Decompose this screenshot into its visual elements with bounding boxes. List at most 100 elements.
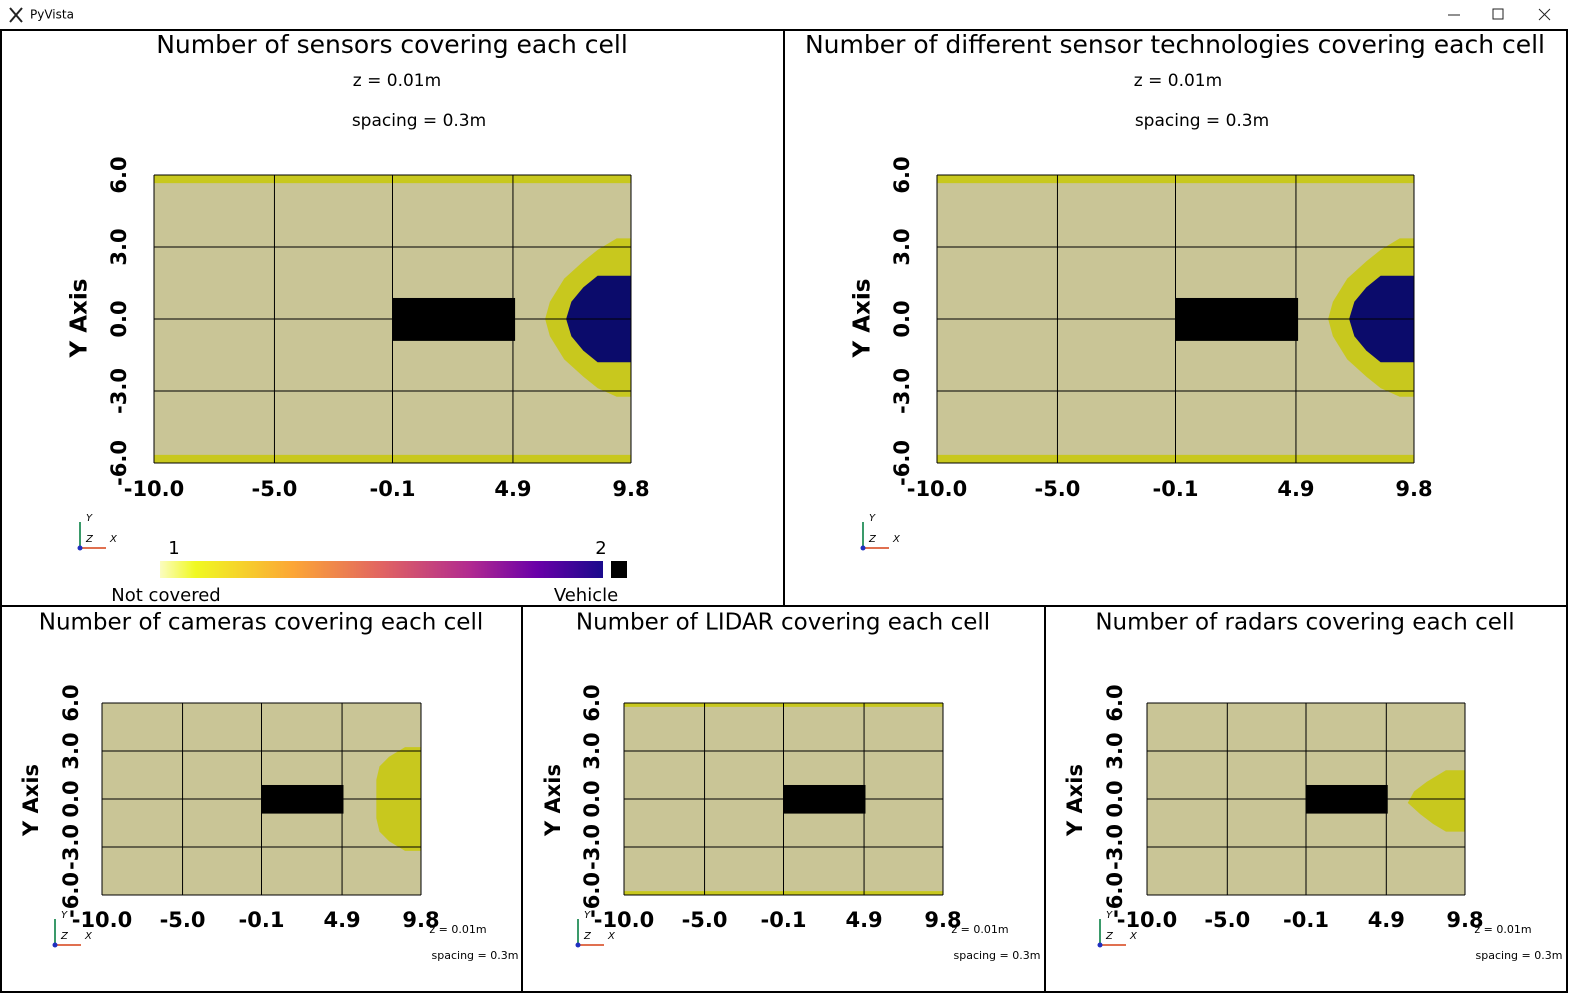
y-tick-label: 6.0 — [890, 156, 914, 193]
y-tick-label: 3.0 — [59, 732, 83, 769]
y-tick-label: 6.0 — [59, 684, 83, 721]
subplot-title: Number of LIDAR covering each cell — [576, 610, 990, 636]
annotation: z = 0.01m — [1134, 71, 1222, 91]
y-tick-label: 6.0 — [1103, 684, 1127, 721]
y-tick-label: 0.0 — [1103, 780, 1127, 817]
y-tick-label: -6.0 — [1103, 872, 1127, 918]
x-tick-label: 9.8 — [612, 477, 649, 501]
y-tick-label: 3.0 — [890, 228, 914, 265]
panel-borders — [0, 29, 1568, 993]
y-tick-label: 3.0 — [1103, 732, 1127, 769]
annotation: z = 0.01m — [353, 71, 441, 91]
annotation: z = 0.01m — [951, 923, 1008, 936]
maximize-button[interactable] — [1492, 8, 1504, 20]
y-tick-label: -6.0 — [580, 872, 604, 918]
x-tick-label: -0.1 — [1283, 908, 1329, 932]
y-tick-label: 6.0 — [107, 156, 131, 193]
orientation-z — [77, 545, 83, 551]
colorbar-tick-label: 1 — [168, 538, 179, 559]
annotation: z = 0.01m — [1474, 923, 1531, 936]
subplot-title: Number of different sensor technologies … — [805, 30, 1545, 59]
x-tick-label: 9.8 — [402, 908, 439, 932]
subplot-title: Number of radars covering each cell — [1095, 610, 1514, 636]
y-tick-label: -3.0 — [1103, 824, 1127, 870]
y-tick-label: 0.0 — [580, 780, 604, 817]
subplot: Number of radars covering each cell z = 0… — [1063, 610, 1562, 963]
x-tick-label: -10.0 — [72, 908, 133, 932]
x-tick-label: -0.1 — [761, 908, 807, 932]
x-tick-label: -5.0 — [160, 908, 206, 932]
y-axis-label: Y Axis — [19, 764, 43, 837]
y-tick-label: 0.0 — [59, 780, 83, 817]
legend-swatch — [611, 561, 627, 578]
orientation-z — [1097, 942, 1103, 948]
y-tick-label: -3.0 — [890, 368, 914, 414]
x-tick-label: -0.1 — [370, 477, 416, 501]
y-tick-label: 0.0 — [890, 300, 914, 337]
orientation-z — [575, 942, 581, 948]
subplot-title: Number of cameras covering each cell — [39, 610, 484, 636]
x-tick-label: -5.0 — [1204, 908, 1250, 932]
orientation-label: Y — [1106, 910, 1113, 921]
orientation-label: Z — [868, 534, 877, 545]
y-tick-label: 3.0 — [107, 228, 131, 265]
x-tick-label: -10.0 — [594, 908, 655, 932]
y-axis-label: Y Axis — [67, 279, 93, 359]
coverage-region — [1407, 770, 1465, 832]
orientation-z — [52, 942, 58, 948]
colorbar-label: Not covered — [111, 585, 220, 606]
x-tick-label: -5.0 — [1034, 477, 1080, 501]
subplot: Number of sensors covering each cell z = … — [67, 30, 650, 606]
y-tick-label: -6.0 — [890, 440, 914, 486]
x-tick-label: 9.8 — [924, 908, 961, 932]
y-axis-label: Y Axis — [850, 279, 876, 359]
x-tick-label: -0.1 — [1153, 477, 1199, 501]
orientation-label: X — [607, 931, 616, 942]
x-tick-label: 9.8 — [1446, 908, 1483, 932]
x-tick-label: -5.0 — [682, 908, 728, 932]
annotation: spacing = 0.3m — [432, 949, 519, 962]
title-bar-background — [0, 0, 1583, 30]
subplot: Number of LIDAR covering each cell z = 0.… — [541, 610, 1040, 963]
subplot-title: Number of sensors covering each cell — [156, 30, 628, 59]
x-tick-label: 4.9 — [1368, 908, 1405, 932]
orientation-label: Z — [85, 534, 94, 545]
orientation-label: X — [109, 534, 118, 545]
y-tick-label: -6.0 — [59, 872, 83, 918]
y-tick-label: -6.0 — [107, 440, 131, 486]
x-tick-label: -10.0 — [907, 477, 968, 501]
y-tick-label: -3.0 — [59, 824, 83, 870]
orientation-label: X — [892, 534, 901, 545]
y-tick-label: -3.0 — [580, 824, 604, 870]
y-tick-label: -3.0 — [107, 368, 131, 414]
orientation-label: Y — [61, 910, 68, 921]
annotation: z = 0.01m — [429, 923, 486, 936]
y-tick-label: 6.0 — [580, 684, 604, 721]
orientation-label: Z — [60, 931, 69, 942]
orientation-label: Y — [584, 910, 591, 921]
y-axis-label: Y Axis — [1063, 764, 1087, 837]
title-bar: PyVista — [0, 0, 1583, 30]
annotation: spacing = 0.3m — [954, 949, 1041, 962]
orientation-z — [860, 545, 866, 551]
x-tick-label: 4.9 — [1277, 477, 1314, 501]
orientation-label: X — [1129, 931, 1138, 942]
colorbar-tick-label: 2 — [595, 538, 606, 559]
close-button[interactable] — [1538, 8, 1551, 21]
x-tick-label: -0.1 — [239, 908, 285, 932]
annotation: spacing = 0.3m — [1476, 949, 1563, 962]
x-tick-label: 4.9 — [845, 908, 882, 932]
y-tick-label: 3.0 — [580, 732, 604, 769]
window-title: PyVista — [30, 8, 74, 22]
orientation-label: Z — [1105, 931, 1114, 942]
x-tick-label: -5.0 — [251, 477, 297, 501]
orientation-label: X — [84, 931, 93, 942]
subplot: Number of cameras covering each cell z = … — [19, 610, 518, 963]
annotation: spacing = 0.3m — [1135, 111, 1269, 131]
colorbar — [160, 561, 603, 578]
colorbar-label: Vehicle — [554, 585, 618, 606]
x-tick-label: 4.9 — [323, 908, 360, 932]
y-axis-label: Y Axis — [541, 764, 565, 837]
x-tick-label: -10.0 — [124, 477, 185, 501]
